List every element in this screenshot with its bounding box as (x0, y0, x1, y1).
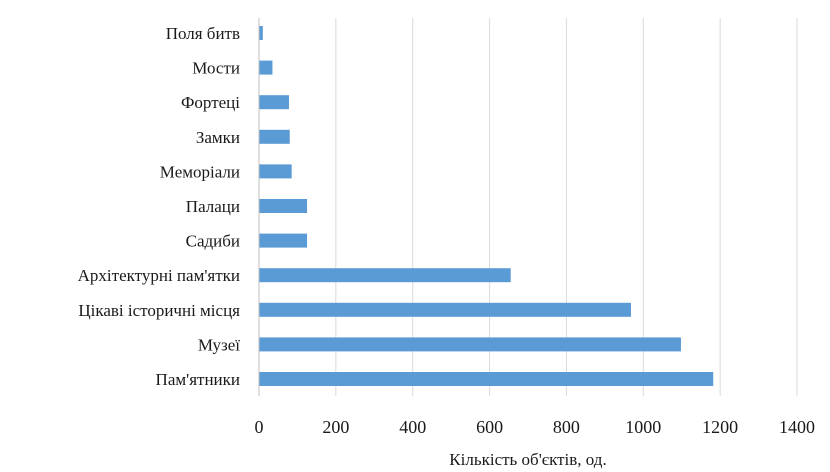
x-tick-label: 1400 (779, 417, 815, 437)
bar (259, 129, 290, 144)
x-tick-label: 1000 (625, 417, 661, 437)
category-label: Поля битв (166, 24, 240, 43)
bar (259, 233, 308, 248)
bar (259, 95, 289, 110)
bar (259, 302, 631, 317)
x-axis-title: Кількість об'єктів, од. (449, 450, 606, 469)
category-label: Архітектурні пам'ятки (78, 266, 240, 285)
category-labels: Поля битв Мости Фортеці Замки Меморіали Палац… (78, 24, 241, 389)
category-label: Палаци (186, 197, 240, 216)
category-label: Пам'ятники (156, 370, 240, 389)
bars (259, 26, 714, 386)
x-tick-label: 0 (255, 417, 264, 437)
category-label: Мости (192, 59, 240, 78)
bar (259, 337, 681, 352)
bar (259, 199, 308, 213)
category-label: Садиби (186, 232, 240, 251)
x-tick-label: 800 (553, 417, 580, 437)
category-label: Замки (196, 128, 240, 147)
bar (259, 26, 263, 40)
x-tick-label: 600 (476, 417, 503, 437)
category-label: Музеї (198, 335, 240, 354)
category-label: Меморіали (160, 162, 240, 181)
bar (259, 372, 714, 386)
bar (259, 268, 511, 283)
bar (259, 164, 292, 179)
x-tick-label: 400 (399, 417, 426, 437)
x-tick-label: 200 (322, 417, 349, 437)
x-tick-labels: 0 200 400 600 800 1000 1200 1400 (255, 417, 816, 437)
category-label: Цікаві історичні місця (78, 301, 240, 320)
category-label: Фортеці (181, 93, 240, 112)
x-tick-label: 1200 (702, 417, 738, 437)
bar (259, 60, 273, 75)
gridlines (335, 18, 798, 396)
